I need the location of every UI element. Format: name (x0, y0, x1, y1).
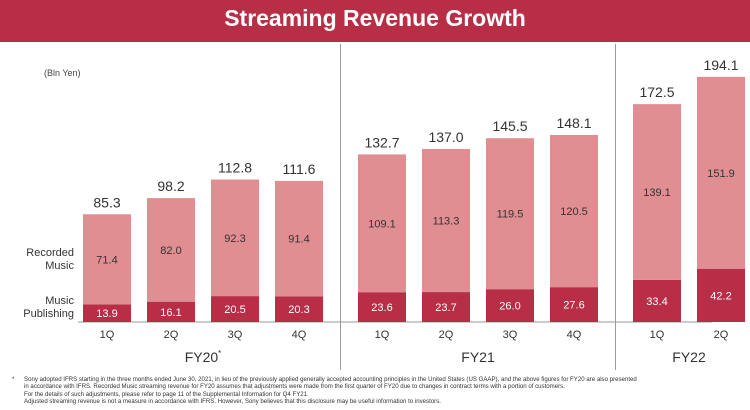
bar-music-publishing (422, 292, 470, 322)
footnote-line: Sony adopted IFRS starting in the three … (24, 376, 637, 383)
data-label-total: 145.5 (492, 118, 527, 134)
data-label-recorded-music: 139.1 (643, 187, 671, 199)
footnote-marker: * (12, 376, 15, 383)
footnote-line: in accordance with IFRS. Recorded Music … (24, 383, 565, 391)
page-title: Streaming Revenue Growth (0, 0, 750, 42)
data-label-music-publishing: 20.3 (288, 304, 309, 316)
data-label-music-publishing: 42.2 (710, 290, 731, 302)
data-label-music-publishing: 16.1 (160, 307, 181, 319)
data-label-music-publishing: 26.0 (499, 301, 520, 313)
x-tick-label: 2Q (714, 329, 729, 341)
x-tick-label: 1Q (375, 329, 390, 341)
data-label-recorded-music: 82.0 (160, 245, 181, 257)
footnote-line: Adjusted streaming revenue is not a meas… (24, 398, 441, 406)
data-label-total: 98.2 (157, 178, 184, 194)
group-label-superscript: * (218, 349, 221, 358)
data-label-music-publishing: 27.6 (563, 300, 584, 312)
x-tick-label: 4Q (292, 329, 307, 341)
bar-recorded-music (697, 76, 745, 269)
bar-recorded-music (83, 214, 131, 305)
bar-music-publishing (211, 296, 259, 322)
data-label-total: 112.8 (218, 160, 252, 176)
x-tick-label: 3Q (503, 329, 518, 341)
bar-recorded-music (147, 198, 195, 302)
data-label-recorded-music: 151.9 (707, 168, 735, 180)
bar-music-publishing (358, 292, 406, 322)
bar-recorded-music (550, 134, 598, 288)
bar-music-publishing (633, 279, 681, 322)
x-tick-label: 1Q (650, 329, 665, 341)
bar-music-publishing (275, 296, 323, 322)
data-label-music-publishing: 13.9 (96, 308, 117, 320)
data-label-total: 132.7 (364, 134, 399, 150)
unit-label: (Bln Yen) (44, 68, 81, 78)
bar-recorded-music (275, 180, 323, 297)
data-label-total: 85.3 (93, 194, 120, 210)
group-label: FY20* (185, 349, 222, 365)
data-label-recorded-music: 91.4 (288, 234, 309, 246)
series-label-music-publishing: Publishing (23, 308, 74, 320)
data-label-music-publishing: 33.4 (646, 296, 667, 308)
x-tick-label: 2Q (439, 329, 454, 341)
data-label-recorded-music: 120.5 (560, 206, 588, 218)
data-label-recorded-music: 119.5 (497, 209, 524, 221)
x-tick-label: 3Q (228, 329, 243, 341)
data-label-music-publishing: 23.6 (371, 302, 392, 314)
data-label-total: 194.1 (703, 57, 738, 73)
data-label-total: 172.5 (639, 84, 674, 100)
bar-recorded-music (633, 104, 681, 280)
series-label-music-publishing: Music (45, 295, 74, 307)
data-label-recorded-music: 109.1 (368, 218, 396, 230)
data-label-recorded-music: 92.3 (224, 233, 245, 245)
bar-recorded-music (486, 138, 534, 290)
data-label-recorded-music: 113.3 (433, 216, 460, 228)
group-label: FY21 (461, 349, 495, 365)
data-label-music-publishing: 23.7 (435, 302, 456, 314)
x-tick-label: 4Q (567, 329, 582, 341)
data-label-music-publishing: 20.5 (224, 304, 245, 316)
data-label-total: 137.0 (428, 129, 463, 145)
series-label-recorded-music: Recorded (26, 247, 74, 259)
bar-music-publishing (83, 304, 131, 322)
bar-music-publishing (486, 289, 534, 322)
data-label-total: 111.6 (283, 161, 316, 177)
footnote: * Sony adopted IFRS starting in the thre… (12, 376, 740, 406)
series-label-recorded-music: Music (45, 260, 74, 272)
footnote-line: For the details of such adjustments, ple… (24, 390, 309, 398)
bar-recorded-music (358, 154, 406, 293)
data-label-total: 148.1 (556, 115, 591, 131)
x-tick-label: 1Q (100, 329, 115, 341)
bar-music-publishing (147, 301, 195, 322)
bar-recorded-music (211, 179, 259, 297)
x-tick-label: 2Q (164, 329, 179, 341)
bar-recorded-music (422, 148, 470, 293)
group-label: FY22 (672, 349, 706, 365)
bar-music-publishing (550, 287, 598, 322)
bar-music-publishing (697, 268, 745, 322)
stacked-bar-chart: 13.9 71.4 85.3 1Q 16.1 82.0 98.2 2Q 20.5 92.3 112.… (23, 44, 745, 370)
data-label-recorded-music: 71.4 (96, 254, 117, 266)
